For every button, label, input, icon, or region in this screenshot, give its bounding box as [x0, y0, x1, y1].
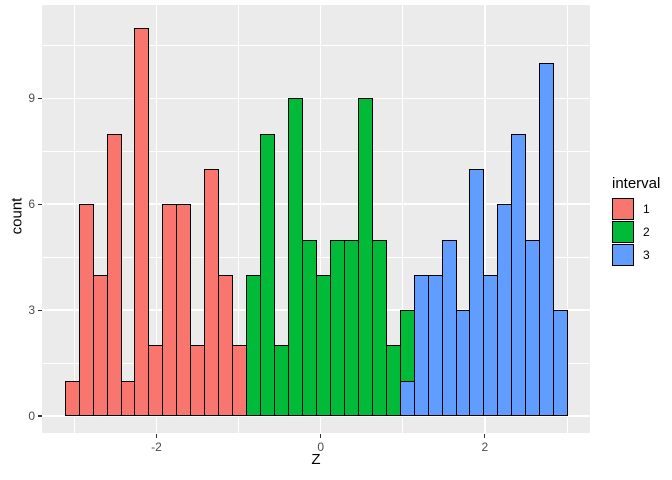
gridline-major-y [42, 415, 590, 417]
legend-label: 2 [643, 225, 650, 239]
histogram-bar-segment [441, 239, 457, 416]
histogram-bar-segment [525, 239, 541, 416]
x-tick-label: 2 [481, 440, 489, 454]
legend-entry: 3 [612, 244, 660, 266]
y-tick-label: 6 [28, 197, 35, 212]
y-tick-mark [37, 97, 42, 99]
legend: interval 1 2 3 [612, 175, 660, 267]
histogram-bar-segment [399, 380, 415, 416]
histogram-bar-segment [246, 274, 262, 416]
histogram-bar-segment [190, 345, 206, 416]
histogram-bar-segment [232, 345, 248, 416]
legend-entry: 2 [612, 221, 660, 243]
legend-label: 3 [643, 248, 650, 262]
y-tick-mark [37, 203, 42, 205]
x-tick-mark [155, 433, 158, 438]
gridline-major-x [484, 5, 486, 433]
histogram-bar-segment [483, 274, 499, 416]
gridline-minor-y [42, 150, 590, 152]
gridline-major-y [42, 203, 590, 205]
histogram-bar-segment [106, 133, 122, 416]
y-tick-label: 9 [28, 91, 35, 106]
plot-panel [42, 5, 590, 433]
histogram-bar-segment [120, 380, 136, 416]
gridline-minor-x [73, 5, 75, 433]
histogram-bar-segment [260, 133, 276, 416]
legend-title: interval [612, 175, 661, 192]
histogram-bar-segment [511, 133, 527, 416]
legend-label: 1 [643, 202, 650, 216]
histogram-bar-segment [218, 274, 234, 416]
histogram-bar-segment [274, 345, 290, 416]
histogram-bar-segment [92, 274, 108, 416]
histogram-bar-segment [357, 98, 373, 416]
legend-swatch-interval-2 [612, 221, 634, 243]
x-tick-mark [320, 433, 322, 438]
gridline-minor-x [238, 5, 240, 433]
histogram-bar-segment [539, 63, 555, 416]
histogram-bar-segment [134, 27, 150, 416]
histogram-bar-segment [176, 204, 192, 416]
x-axis-title: Z [311, 451, 321, 468]
gridline-major-y [42, 97, 590, 100]
gridline-minor-x [566, 5, 568, 433]
histogram-bar-segment [329, 239, 345, 416]
histogram-bar-segment [301, 239, 317, 416]
histogram-bar-segment [64, 380, 80, 416]
histogram-bar-segment [399, 310, 415, 382]
histogram-bar-segment [371, 239, 387, 416]
gridline-major-x [319, 5, 322, 433]
gridline-minor-y [42, 44, 590, 46]
gridline-minor-x [402, 5, 404, 433]
x-tick-mark [484, 433, 486, 438]
histogram-bar-segment [497, 204, 513, 416]
legend-swatch-interval-1 [612, 198, 634, 220]
y-tick-mark [37, 415, 42, 417]
histogram-bar-segment [385, 345, 401, 416]
y-tick-mark [37, 309, 42, 311]
histogram-bar-segment [455, 310, 471, 416]
histogram-bar-segment [78, 204, 94, 416]
legend-swatch-interval-3 [612, 244, 634, 266]
x-tick-label: 0 [317, 440, 325, 454]
histogram-bar-segment [413, 274, 429, 416]
histogram-bar-segment [427, 274, 443, 416]
histogram-bar-segment [469, 168, 485, 416]
y-tick-label: 3 [28, 303, 35, 318]
histogram-bar-segment [204, 168, 220, 416]
histogram-bar-segment [288, 98, 303, 416]
x-tick-label: -2 [151, 440, 162, 454]
gridline-major-x [155, 5, 158, 433]
histogram-bar-segment [162, 204, 178, 416]
histogram-bar-segment [343, 239, 359, 416]
histogram-bar-segment [553, 310, 569, 416]
histogram-bar-segment [148, 345, 164, 416]
histogram-bar-segment [315, 274, 331, 416]
y-tick-label: 0 [28, 409, 35, 423]
legend-entry: 1 [612, 198, 660, 220]
